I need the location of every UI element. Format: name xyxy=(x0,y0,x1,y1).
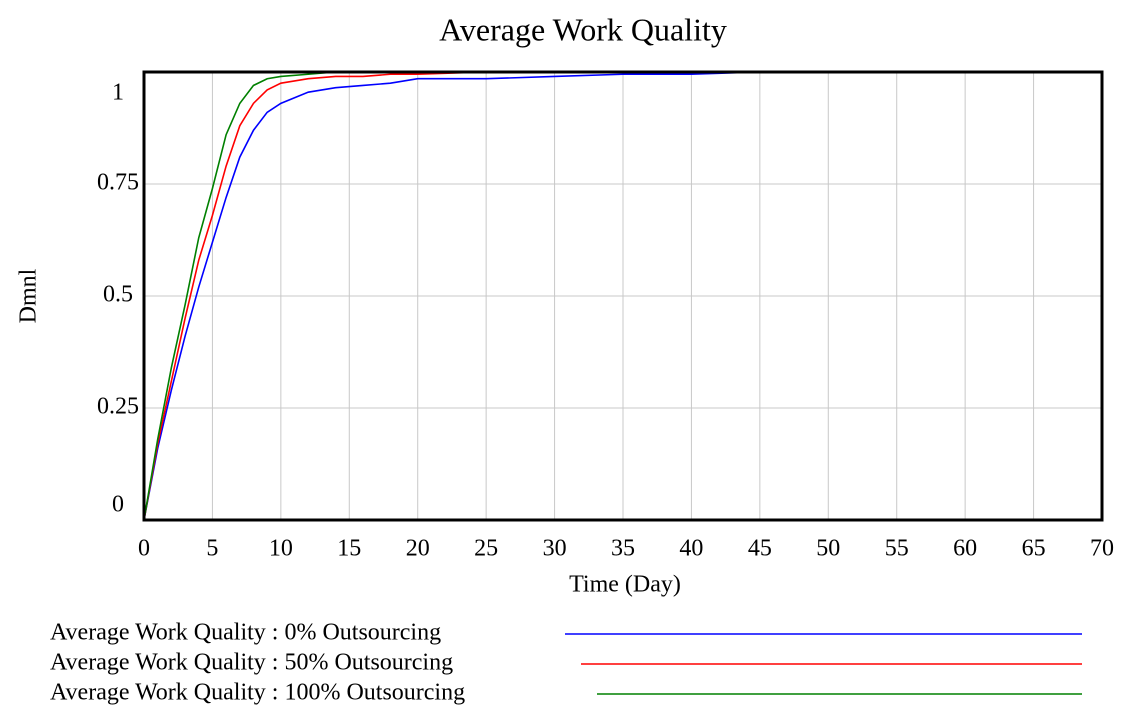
y-tick-label: 0.25 xyxy=(97,394,139,420)
x-tick-label: 5 xyxy=(206,536,218,562)
x-tick-label: 35 xyxy=(611,536,635,562)
y-tick-label: 0.75 xyxy=(97,170,139,196)
legend-label: Average Work Quality : 0% Outsourcing xyxy=(50,620,441,646)
x-tick-label: 45 xyxy=(748,536,772,562)
y-tick-label: 1 xyxy=(112,80,124,106)
x-tick-label: 70 xyxy=(1090,536,1114,562)
chart-title: Average Work Quality xyxy=(439,11,727,47)
x-tick-label: 55 xyxy=(885,536,909,562)
x-axis-label: Time (Day) xyxy=(569,572,681,598)
x-tick-label: 0 xyxy=(138,536,150,562)
x-tick-label: 10 xyxy=(269,536,293,562)
y-tick-label: 0 xyxy=(112,492,124,518)
plot-border xyxy=(142,70,1104,522)
x-tick-label: 50 xyxy=(816,536,840,562)
x-tick-label: 20 xyxy=(406,536,430,562)
y-tick-label: 0.5 xyxy=(103,282,133,308)
x-tick-label: 15 xyxy=(337,536,361,562)
x-tick-label: 30 xyxy=(543,536,567,562)
y-axis-label: Dmnl xyxy=(16,268,42,323)
x-tick-label: 65 xyxy=(1022,536,1046,562)
x-tick-label: 60 xyxy=(953,536,977,562)
x-tick-label: 40 xyxy=(679,536,703,562)
x-tick-label: 25 xyxy=(474,536,498,562)
legend-label: Average Work Quality : 50% Outsourcing xyxy=(50,650,453,676)
legend-label: Average Work Quality : 100% Outsourcing xyxy=(50,680,465,706)
